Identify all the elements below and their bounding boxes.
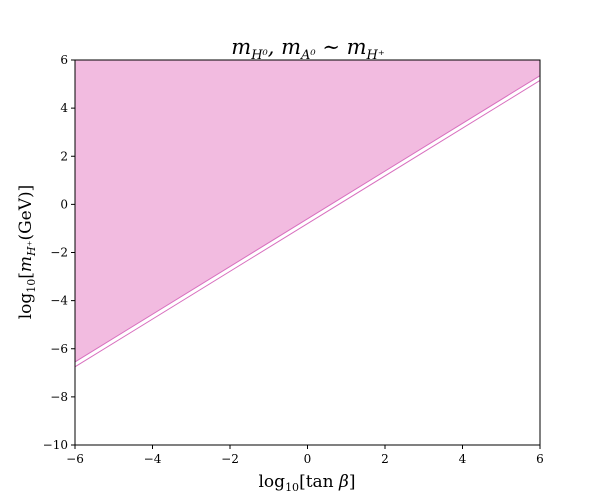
boundary-line-2 xyxy=(74,80,541,368)
y-tick-label: −4 xyxy=(50,294,68,308)
x-tick-label: 4 xyxy=(459,452,467,466)
x-tick-label: 0 xyxy=(304,452,312,466)
x-axis-label: log10[tan β] xyxy=(259,472,356,494)
y-ticks: −10 −8 −6 −4 −2 0 2 4 6 xyxy=(43,53,75,452)
y-axis-label: log10[mH⁺(GeV)] xyxy=(16,185,38,320)
x-tick-label: −4 xyxy=(144,452,162,466)
x-tick-label: −6 xyxy=(66,452,84,466)
fill-layer xyxy=(75,60,540,362)
chart-title: mH⁰, mA⁰ ∼ mH⁺ xyxy=(231,35,384,63)
allowed-region-fill xyxy=(75,60,540,362)
y-tick-label: 0 xyxy=(60,197,68,211)
x-tick-label: 6 xyxy=(536,452,544,466)
y-tick-label: −10 xyxy=(43,438,68,452)
boundary-line-1 xyxy=(74,75,541,363)
y-tick-label: −6 xyxy=(50,342,68,356)
y-tick-label: 6 xyxy=(60,53,68,67)
y-tick-label: −2 xyxy=(50,246,68,260)
line-layer xyxy=(74,75,541,368)
y-tick-label: 4 xyxy=(60,101,68,115)
x-ticks: −6 −4 −2 0 2 4 6 xyxy=(66,445,544,466)
y-tick-label: 2 xyxy=(60,149,68,163)
y-tick-label: −8 xyxy=(50,390,68,404)
x-tick-label: −2 xyxy=(221,452,239,466)
x-tick-label: 2 xyxy=(381,452,389,466)
